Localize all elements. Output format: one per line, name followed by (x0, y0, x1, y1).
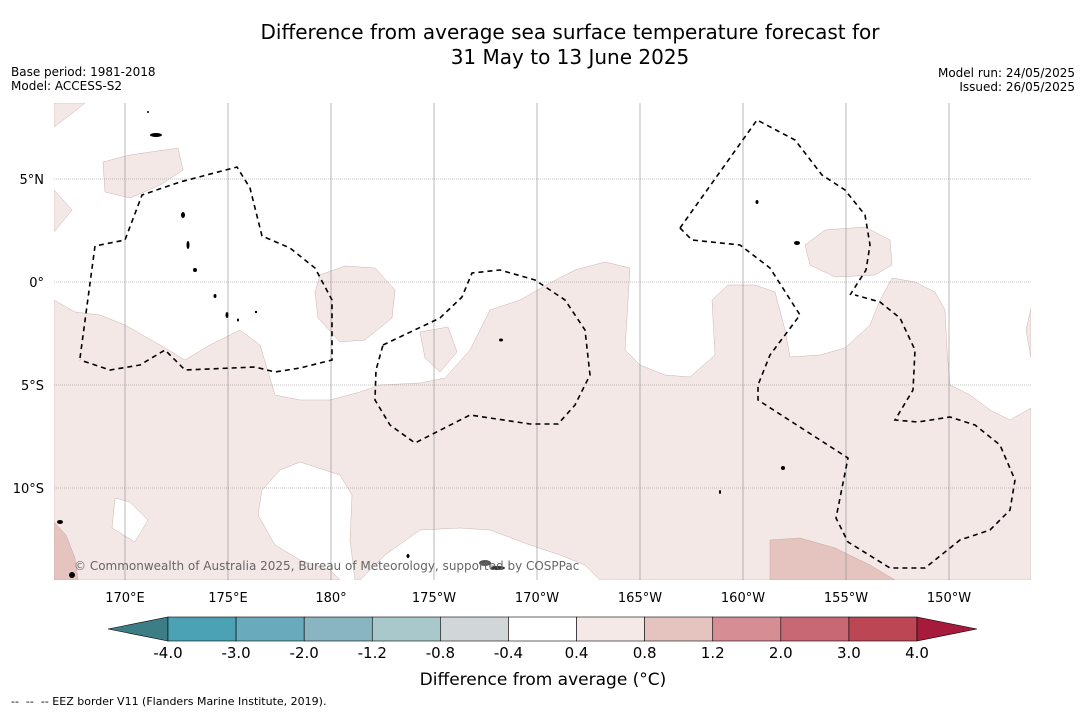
title-line-2: 31 May to 13 June 2025 (450, 45, 690, 69)
model-text: Model: ACCESS-S2 (11, 79, 123, 93)
map-gridlines (54, 103, 1031, 580)
colorbar-cell (848, 616, 918, 642)
map-area: © Commonwealth of Australia 2025, Bureau… (54, 103, 1031, 580)
colorbar-cell (371, 616, 441, 642)
lon-label: 150°W (927, 591, 971, 606)
colorbar-cell (167, 616, 237, 642)
islands (57, 111, 800, 578)
island (147, 111, 149, 113)
lat-labels: 5°N 0° 5°S 10°S (13, 173, 44, 497)
colorbar-cells (167, 616, 918, 642)
island (150, 133, 162, 137)
lon-label: 170°E (105, 591, 145, 606)
island (406, 554, 410, 558)
normal-region-south-west (111, 497, 149, 543)
colorbar-extend-high (916, 616, 978, 642)
colorbar-tick-label: 0.8 (633, 644, 657, 662)
copyright-text: © Commonwealth of Australia 2025, Bureau… (74, 559, 579, 573)
colorbar-title: Difference from average (°C) (419, 670, 667, 690)
island (237, 318, 239, 322)
island (69, 572, 75, 578)
lon-label: 165°W (618, 591, 662, 606)
island (181, 212, 185, 218)
colorbar-cell (303, 616, 373, 642)
colorbar-cell (235, 616, 305, 642)
anomaly-blob-west-edge (54, 189, 73, 233)
island-large (479, 560, 491, 566)
issued-text: Issued: 26/05/2025 (959, 80, 1075, 94)
island (186, 241, 190, 249)
eez-border-central (374, 269, 591, 444)
eez-footnote: -- -- -- EEZ border V11 (Flanders Marine… (11, 695, 327, 708)
colorbar-extend-low (107, 616, 169, 642)
colorbar-tick-label: -3.0 (221, 644, 250, 662)
lat-label: 0° (29, 276, 44, 291)
colorbar: -4.0 -3.0 -2.0 -1.2 -0.8 -0.4 0.4 0.8 1.2 2.0 3.0 4… (107, 616, 978, 662)
colorbar-tick-label: -0.4 (494, 644, 523, 662)
anomaly-blob-east-edge (1025, 307, 1031, 359)
island (225, 312, 229, 318)
lat-label: 5°S (21, 379, 44, 394)
colorbar-tick-label: -0.8 (426, 644, 455, 662)
colorbar-tick-label: 2.0 (769, 644, 793, 662)
lat-label: 5°N (20, 173, 45, 188)
island (57, 520, 63, 524)
anomaly-blob-east (804, 226, 893, 278)
lon-label: 180° (315, 591, 346, 606)
colorbar-cell (644, 616, 714, 642)
colorbar-tick-label: 4.0 (905, 644, 929, 662)
anomaly-blob-island (419, 326, 458, 373)
island (499, 338, 503, 342)
anomaly-region-warm-se (769, 537, 896, 580)
lon-label: 155°W (824, 591, 868, 606)
colorbar-cell (576, 616, 645, 642)
island (719, 490, 721, 494)
colorbar-cell (780, 616, 850, 642)
lon-labels: 170°E 175°E 180° 175°W 170°W 165°W 160°W… (105, 591, 971, 606)
colorbar-tick-label: 1.2 (701, 644, 725, 662)
island-large (491, 566, 505, 570)
colorbar-labels: -4.0 -3.0 -2.0 -1.2 -0.8 -0.4 0.4 0.8 1.2 2.0 3.0 4… (153, 644, 929, 662)
colorbar-tick-label: 3.0 (837, 644, 861, 662)
lat-label: 10°S (13, 482, 44, 497)
anomaly-blob-dateline (314, 265, 396, 343)
island (213, 294, 217, 298)
colorbar-tick-label: -2.0 (290, 644, 319, 662)
island (254, 310, 258, 314)
lon-label: 175°E (208, 591, 248, 606)
island (781, 466, 785, 470)
model-run-text: Model run: 24/05/2025 (937, 66, 1075, 80)
colorbar-cell (508, 616, 577, 642)
eez-border-east (679, 118, 871, 296)
eez-border-west (79, 166, 333, 373)
colorbar-tick-label: -1.2 (358, 644, 387, 662)
island (193, 268, 197, 272)
lon-label: 175°W (412, 591, 456, 606)
lon-label: 160°W (721, 591, 765, 606)
island (794, 241, 800, 245)
lon-label: 170°W (515, 591, 559, 606)
colorbar-cell (712, 616, 782, 642)
anomaly-region-warm-sw (54, 521, 79, 580)
anomaly-blob-west-north (102, 147, 184, 199)
meta-left: Base period: 1981-2018 Model: ACCESS-S2 (11, 65, 156, 93)
colorbar-cell (440, 616, 509, 642)
base-period-text: Base period: 1981-2018 (11, 65, 156, 79)
colorbar-tick-label: -4.0 (153, 644, 182, 662)
meta-right: Model run: 24/05/2025 Issued: 26/05/2025 (938, 66, 1075, 94)
anomaly-region-mild-warm (54, 261, 1031, 580)
eez-borders (79, 118, 1016, 569)
title-line-1: Difference from average sea surface temp… (260, 20, 880, 44)
island (755, 200, 759, 204)
eez-border-east-2 (679, 227, 1016, 569)
colorbar-tick-label: 0.4 (565, 644, 589, 662)
anomaly-blob-nw-corner (54, 103, 86, 128)
